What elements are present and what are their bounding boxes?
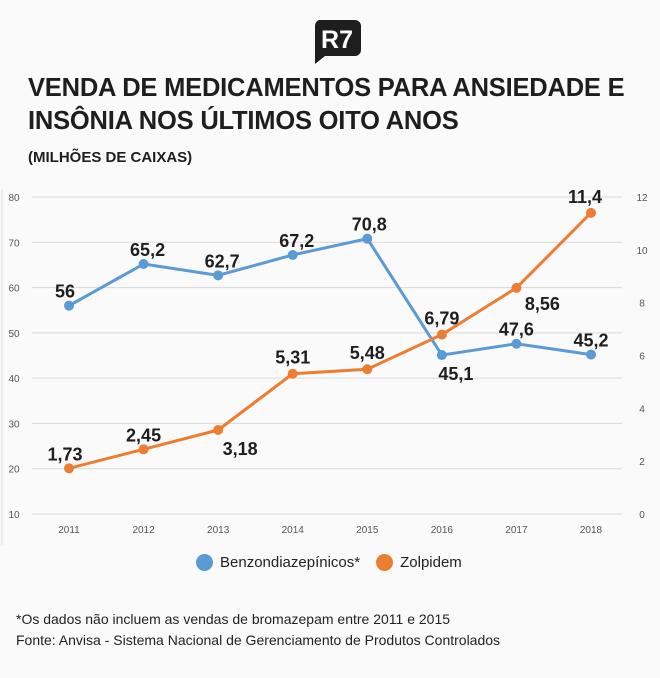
x-tick-label: 2016 bbox=[431, 525, 454, 536]
x-tick-label: 2011 bbox=[58, 525, 80, 536]
data-point bbox=[436, 329, 447, 340]
x-tick-label: 2015 bbox=[356, 525, 379, 536]
line-chart: 10 20 30 40 50 60 70 80 0 2 4 6 8 10 12 2011 2012 2013 201… bbox=[1, 187, 648, 545]
legend: Benzondiazepínicos* Zolpidem bbox=[196, 554, 478, 571]
data-point bbox=[436, 350, 447, 361]
data-label: 3,18 bbox=[223, 439, 258, 459]
y-right-tick-label: 6 bbox=[639, 352, 645, 363]
y-left-tick-label: 50 bbox=[8, 329, 20, 340]
y-left-tick-label: 10 bbox=[8, 510, 20, 521]
data-point bbox=[511, 338, 522, 349]
data-label: 65,2 bbox=[130, 240, 165, 260]
y-right-tick-label: 2 bbox=[639, 457, 645, 468]
y-left-tick-label: 20 bbox=[8, 465, 20, 476]
data-point bbox=[362, 233, 373, 244]
data-point bbox=[138, 259, 149, 270]
data-point bbox=[362, 364, 373, 375]
y-left-tick-label: 80 bbox=[8, 193, 20, 204]
y-right-tick-label: 4 bbox=[639, 404, 645, 415]
data-point bbox=[213, 424, 224, 435]
legend-label: Benzondiazepínicos* bbox=[220, 554, 361, 571]
data-label: 45,2 bbox=[573, 331, 608, 351]
x-tick-label: 2014 bbox=[282, 525, 305, 536]
data-label: 2,45 bbox=[126, 425, 161, 445]
data-label: 56 bbox=[55, 282, 75, 302]
data-label: 45,1 bbox=[438, 364, 473, 384]
data-point bbox=[64, 300, 74, 311]
data-point bbox=[287, 249, 298, 260]
data-label: 8,56 bbox=[525, 294, 560, 314]
y-right-tick-label: 0 bbox=[639, 510, 645, 521]
data-point bbox=[138, 444, 149, 455]
data-point bbox=[64, 463, 74, 474]
data-label: 1,73 bbox=[47, 444, 82, 464]
y-left-tick-label: 60 bbox=[8, 284, 20, 295]
legend-swatch-blue bbox=[196, 554, 213, 571]
data-label: 70,8 bbox=[352, 215, 387, 235]
x-tick-label: 2013 bbox=[207, 525, 230, 536]
y-right-tick-label: 8 bbox=[639, 299, 645, 310]
series-line-1 bbox=[68, 211, 593, 470]
data-label: 5,31 bbox=[275, 348, 310, 368]
data-point bbox=[586, 349, 596, 360]
legend-swatch-orange bbox=[376, 554, 394, 571]
y-right-tick-label: 12 bbox=[636, 193, 648, 204]
x-tick-label: 2017 bbox=[505, 525, 528, 536]
data-label: 11,4 bbox=[568, 187, 602, 207]
data-label: 6,79 bbox=[424, 309, 459, 329]
legend-item-zolpidem: Zolpidem bbox=[376, 554, 462, 571]
legend-label: Zolpidem bbox=[400, 554, 462, 571]
data-point bbox=[287, 368, 298, 379]
svg-text:R7: R7 bbox=[321, 26, 353, 54]
y-left-tick-label: 40 bbox=[8, 374, 20, 385]
data-label: 62,7 bbox=[205, 251, 240, 271]
source-note: Fonte: Anvisa - Sistema Nacional de Gere… bbox=[16, 632, 501, 648]
r7-logo: R7 bbox=[314, 20, 361, 64]
data-point bbox=[586, 207, 596, 218]
data-label: 47,6 bbox=[499, 320, 534, 340]
footnote: *Os dados não incluem as vendas de broma… bbox=[16, 611, 451, 627]
data-label: 5,48 bbox=[350, 343, 385, 363]
legend-item-benzodiazepinicos: Benzondiazepínicos* bbox=[196, 554, 360, 571]
y-left-tick-label: 70 bbox=[8, 238, 20, 249]
x-tick-label: 2012 bbox=[132, 525, 155, 536]
data-label: 67,2 bbox=[279, 231, 314, 251]
chart-title: VENDA DE MEDICAMENTOS PARA ANSIEDADE E I… bbox=[28, 74, 625, 135]
series-line-0 bbox=[68, 237, 592, 357]
x-tick-label: 2018 bbox=[580, 525, 603, 536]
data-point bbox=[511, 282, 522, 293]
y-right-tick-label: 10 bbox=[636, 246, 648, 257]
y-left-tick-label: 30 bbox=[8, 419, 20, 430]
data-point bbox=[213, 270, 224, 281]
chart-subtitle: (MILHÕES DE CAIXAS) bbox=[28, 149, 193, 166]
